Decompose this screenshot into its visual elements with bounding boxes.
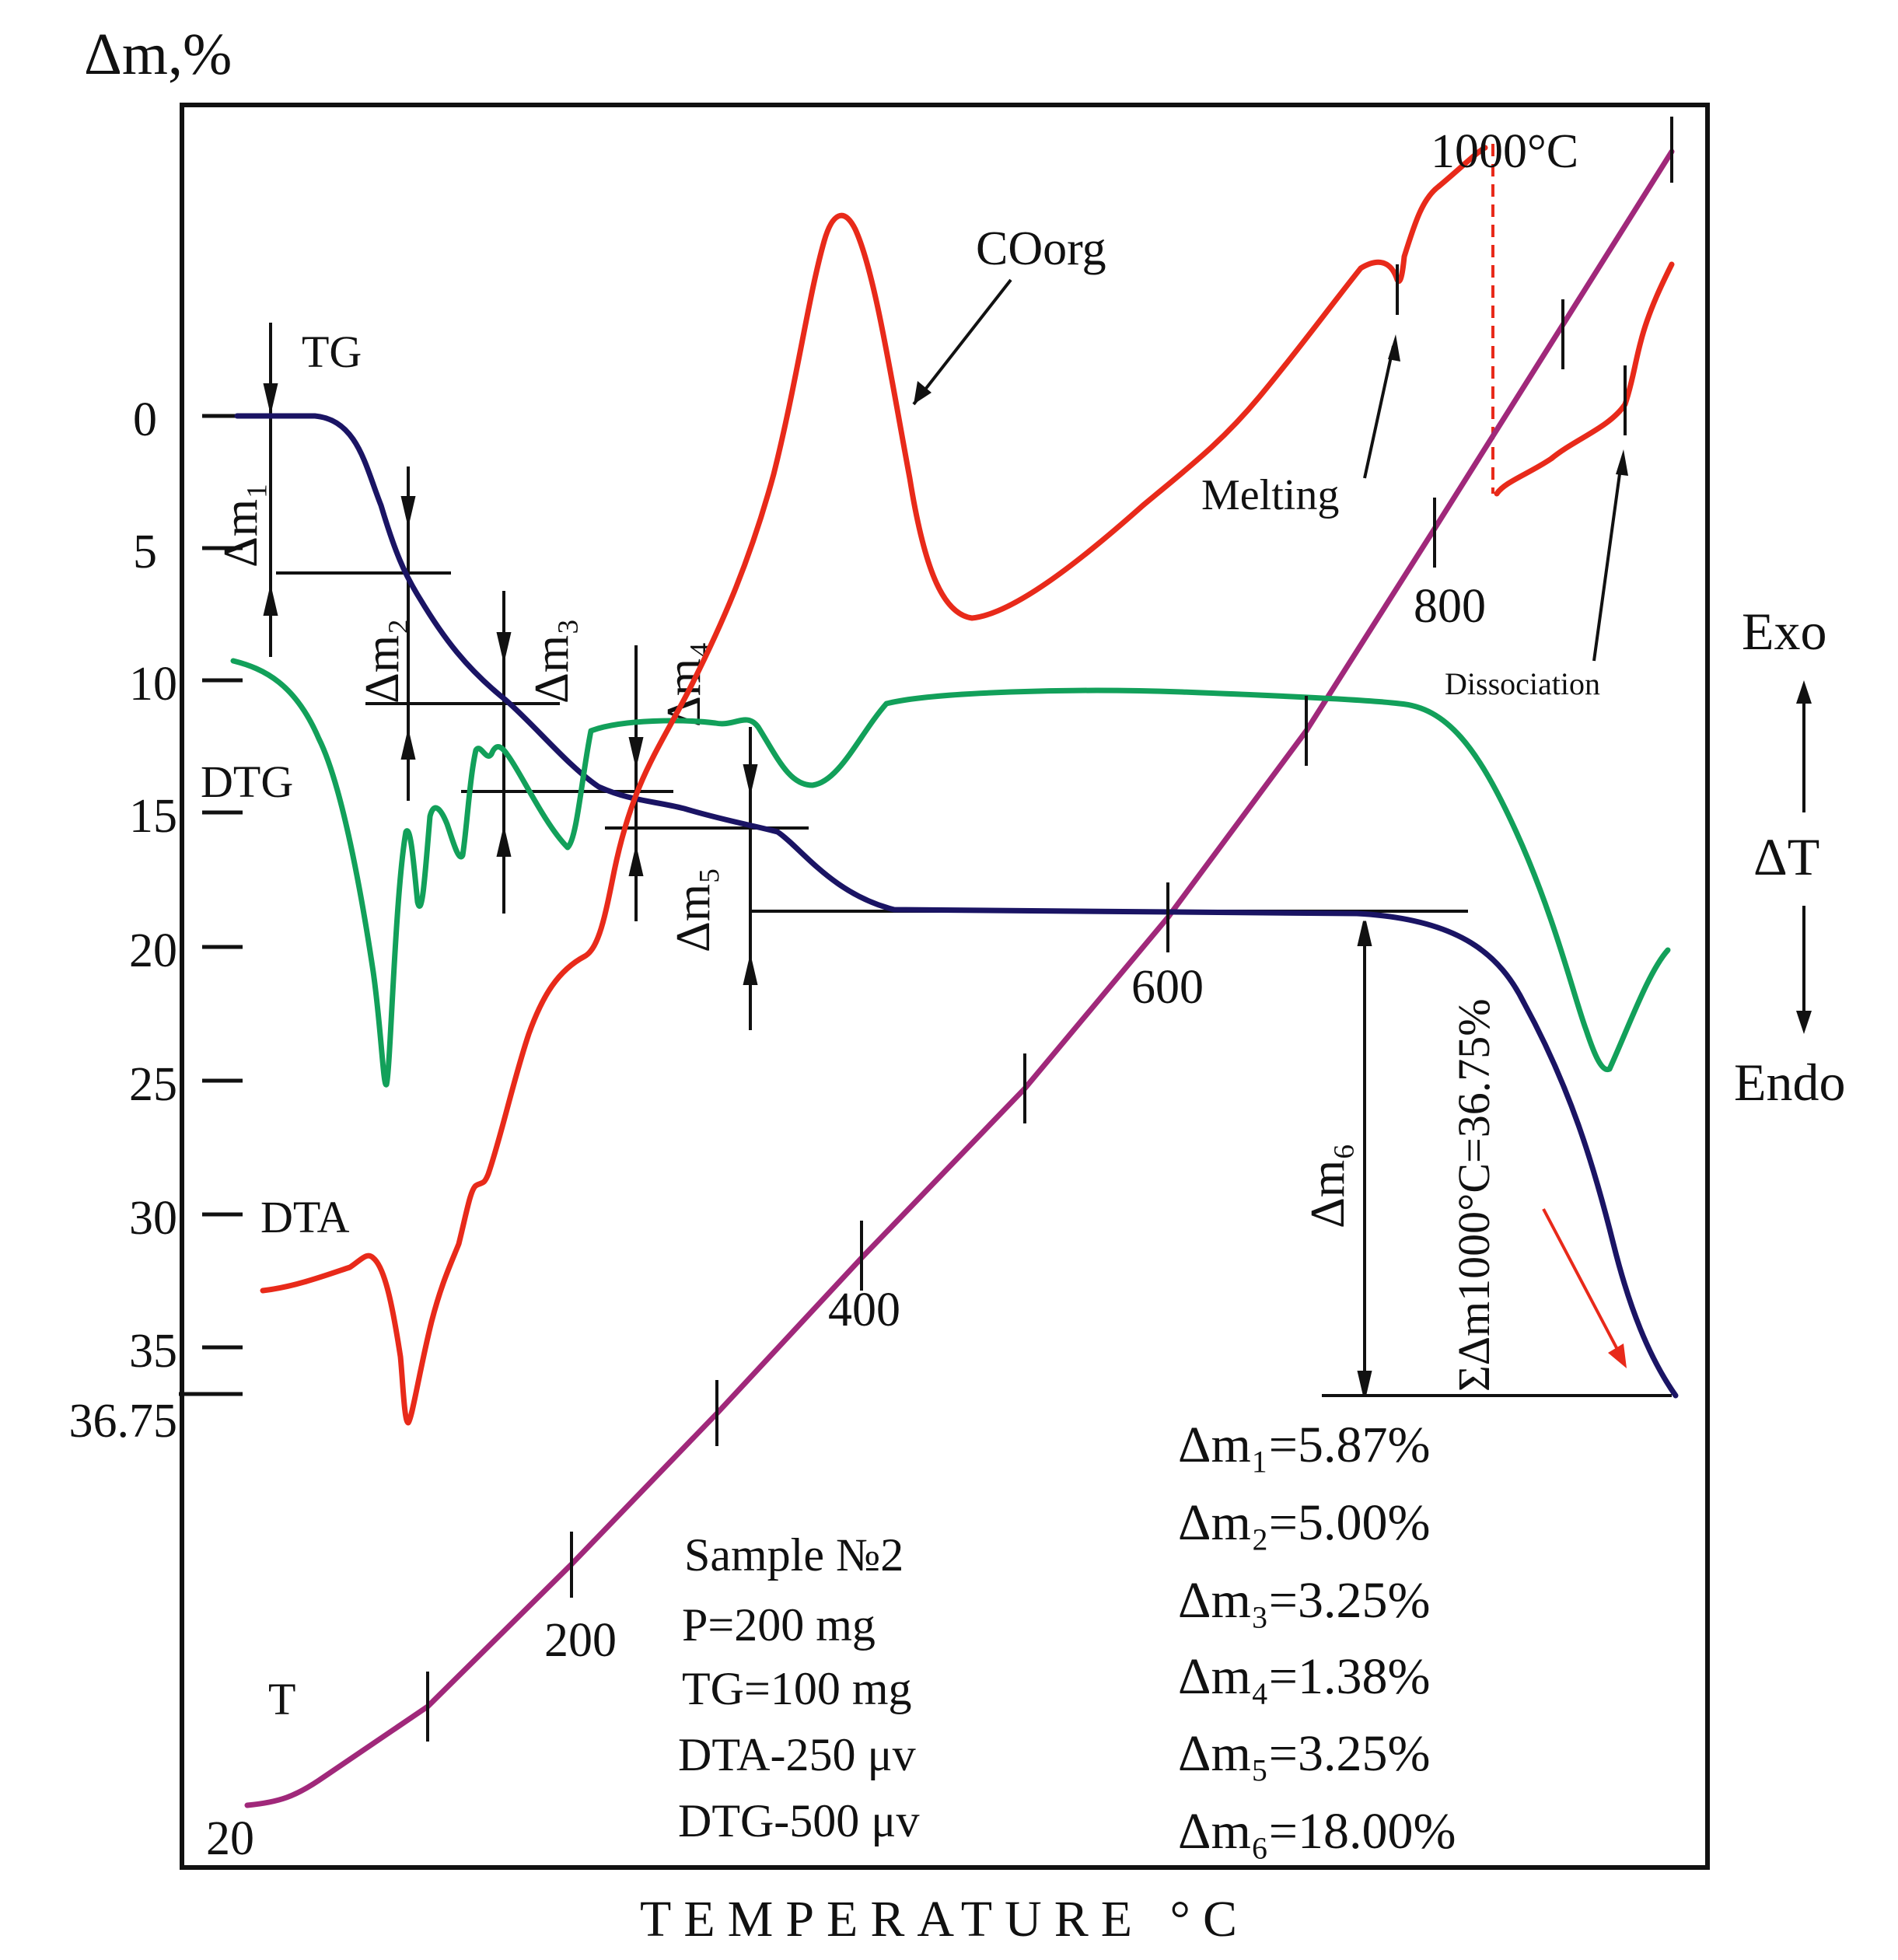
dissociation-arrow-line — [1592, 462, 1623, 662]
y-tick-label: 0 — [133, 393, 157, 446]
arrow-head — [263, 590, 278, 616]
annotation-dissociation: Dissociation — [1445, 666, 1600, 701]
right-axis-endo: Endo — [1734, 1053, 1846, 1112]
mass-loss-value: Δm₆=18.00% — [1178, 1803, 1456, 1860]
arrow-head — [1357, 1371, 1372, 1396]
series-labels: TG DTG DTA T — [201, 327, 362, 1724]
melting-arrow-head — [1388, 334, 1400, 362]
sample-info-line: TG=100 mg — [682, 1663, 912, 1714]
label-dm4: Δm₄ — [658, 641, 711, 727]
arrow-head — [743, 764, 758, 790]
y-tick-label: 15 — [129, 790, 177, 843]
arrow-head — [400, 496, 416, 522]
series-t-curve — [244, 148, 1675, 1808]
t-label-200: 200 — [544, 1614, 617, 1667]
y-axis-ticks: 0 5 10 15 20 25 30 35 36.75 — [69, 393, 243, 1448]
arrow-head — [743, 959, 758, 985]
series-dtg-curve — [230, 658, 1671, 1088]
sample-info-line: P=200 mg — [682, 1599, 876, 1651]
annotations: COorg Melting Dissociation — [912, 222, 1628, 1368]
y-axis-title: Δm,% — [84, 22, 232, 87]
label-dm2: Δm₂ — [356, 618, 409, 704]
y-tick-label: 30 — [129, 1192, 177, 1245]
sample-info: Sample №2 P=200 mg TG=100 mg DTA-250 μv … — [678, 1529, 919, 1846]
mass-loss-value: Δm₂=5.00% — [1178, 1494, 1431, 1551]
dissociation-arrow-head — [1616, 449, 1628, 476]
series-dta-curve — [260, 145, 1488, 1426]
mass-loss-value: Δm₅=3.25% — [1178, 1725, 1431, 1782]
sample-info-line: DTG-500 μv — [678, 1795, 919, 1846]
arrow-head — [628, 851, 644, 876]
arrow-head — [263, 383, 278, 409]
arrow-head — [1357, 921, 1372, 946]
series-dta-dissociation-curve — [1494, 261, 1675, 497]
arrow-head — [628, 737, 644, 763]
label-dta: DTA — [260, 1192, 350, 1242]
y-tick-label: 5 — [133, 526, 157, 578]
label-t: T — [268, 1674, 295, 1724]
y-tick-label: 10 — [129, 658, 177, 711]
arrow-head — [400, 734, 416, 760]
right-axis: Exo ΔT Endo — [1734, 602, 1846, 1112]
arrow-head — [496, 831, 512, 857]
step-arrows — [263, 323, 1372, 1396]
mass-loss-list: Δm₁=5.87% Δm₂=5.00% Δm₃=3.25% Δm₄=1.38% … — [1178, 1417, 1456, 1860]
red-arrow-line — [1542, 1208, 1623, 1357]
y-tick-label: 25 — [129, 1058, 177, 1111]
mass-loss-value: Δm₄=1.38% — [1178, 1648, 1431, 1705]
step-labels: Δm₁ Δm₂ Δm₃ Δm₄ Δm₅ Δm₆ ΣΔm1000°C=36.75% — [215, 482, 1499, 1392]
label-tg: TG — [302, 327, 362, 377]
right-axis-delta-t: ΔT — [1753, 827, 1819, 886]
label-dm3: Δm₃ — [526, 618, 578, 704]
down-arrow-head — [1796, 1011, 1812, 1034]
t-label-600: 600 — [1131, 961, 1204, 1014]
label-dtg: DTG — [201, 756, 293, 807]
mass-loss-value: Δm₁=5.87% — [1178, 1417, 1431, 1473]
y-tick-label: 35 — [129, 1325, 177, 1378]
y-tick-label: 36.75 — [69, 1395, 178, 1448]
sample-info-line: Sample №2 — [684, 1529, 904, 1581]
sample-info-line: DTA-250 μv — [678, 1729, 916, 1780]
mass-loss-value: Δm₃=3.25% — [1178, 1572, 1431, 1629]
co-org-arrow-line — [912, 278, 1012, 406]
up-arrow-head — [1796, 680, 1812, 704]
series-tg-curve — [234, 413, 1679, 1399]
t-label-800: 800 — [1414, 580, 1486, 633]
t-label-1000: 1000°C — [1431, 125, 1578, 178]
annotation-melting: Melting — [1201, 471, 1339, 519]
plot-frame — [180, 103, 1710, 1870]
annotation-co-org: COorg — [976, 222, 1106, 275]
temperature-ticks — [426, 117, 1673, 1742]
right-axis-exo: Exo — [1742, 602, 1827, 661]
temperature-labels: 20 200 400 600 800 1000°C — [206, 125, 1578, 1865]
label-total-loss: ΣΔm1000°C=36.75% — [1449, 998, 1499, 1392]
x-axis-title: TEMPERATURE °C — [640, 1891, 1250, 1948]
red-arrow-head — [1608, 1343, 1627, 1368]
label-dm6: Δm₆ — [1302, 1143, 1354, 1228]
label-dm1: Δm₁ — [215, 482, 267, 568]
t-label-400: 400 — [828, 1284, 900, 1336]
co-org-arrow-head — [914, 381, 932, 404]
t-label-20: 20 — [206, 1812, 254, 1865]
melting-arrow-line — [1363, 345, 1395, 479]
label-dm5: Δm₅ — [667, 867, 720, 952]
arrow-head — [496, 632, 512, 658]
y-tick-label: 20 — [129, 924, 177, 977]
